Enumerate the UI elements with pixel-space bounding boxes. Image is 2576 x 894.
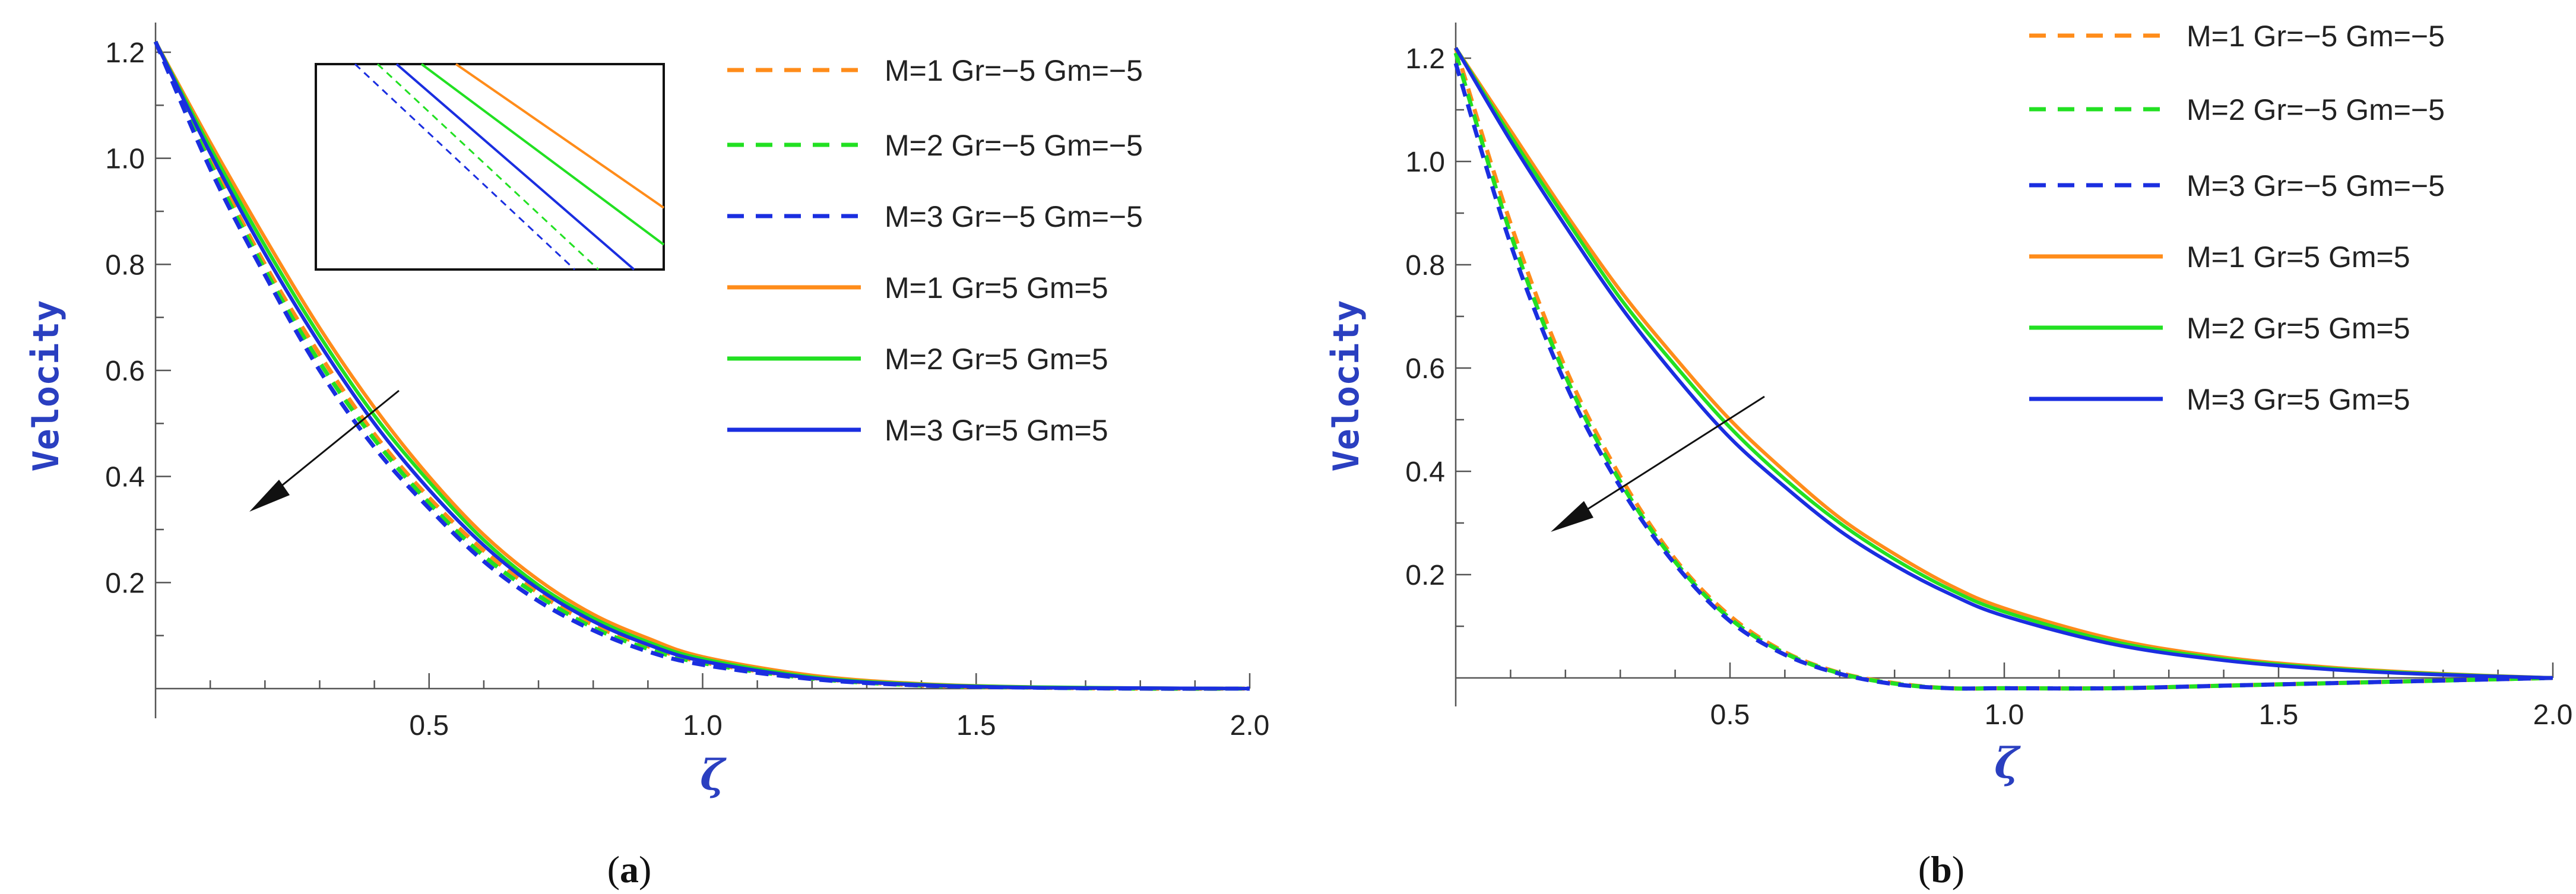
panel-a-series (153, 40, 1250, 691)
arrow-head (249, 480, 290, 512)
panel-b-caption: (b) (1918, 848, 1965, 890)
panel-a-y-tick-labels: 0.2 0.4 0.6 0.8 1.0 1.2 (105, 37, 145, 599)
y-tick-label: 1.2 (105, 37, 145, 69)
y-tick-label: 0.8 (105, 249, 145, 281)
panel-a-y-axis-label: Velocity (26, 300, 67, 472)
legend-label-a-6: M=3 Gr=5 Gm=5 (885, 414, 1108, 447)
inset-line-blue-dashed (354, 63, 576, 271)
panel-b-y-tick-labels: 0.2 0.4 0.6 0.8 1.0 1.2 (1405, 43, 1445, 591)
panel-b-arrow (1551, 395, 1765, 532)
series-line-a-6 (154, 40, 1250, 690)
inset-line-green-solid (420, 63, 665, 246)
panel-b-x-tick-labels: 0.5 1.0 1.5 2.0 (1710, 699, 2573, 731)
panel-a-legend: M=1 Gr=−5 Gm=−5 M=2 Gr=−5 Gm=−5 M=3 Gr=−… (727, 54, 1143, 447)
arrow-shaft (267, 389, 400, 499)
panel-a-arrow (249, 389, 400, 512)
y-tick-label: 1.2 (1405, 43, 1445, 75)
panel-b-x-axis-label: ζ (1994, 738, 2021, 788)
arrow-shaft (1577, 395, 1765, 516)
x-tick-label: 1.0 (683, 710, 723, 741)
panel-a-ticks (156, 51, 1251, 689)
y-tick-label: 0.8 (1405, 250, 1445, 281)
x-tick-label: 1.5 (956, 710, 996, 741)
panel-a: 0.2 0.4 0.6 0.8 1.0 1.2 0.5 1.0 1.5 2.0 Velocity… (26, 23, 1269, 890)
panel-b-series (1453, 46, 2553, 691)
series-line-b-5 (1454, 47, 2553, 680)
arrow-head (1551, 501, 1593, 532)
panel-a-caption: (a) (607, 848, 652, 890)
panel-a-x-axis-label: ζ (700, 750, 727, 800)
y-tick-label: 1.0 (1405, 147, 1445, 178)
x-tick-label: 1.0 (1985, 699, 2024, 731)
series-line-b-6 (1454, 47, 2553, 680)
series-line-b-1 (1453, 47, 2553, 691)
panel-a-inset (315, 63, 665, 271)
inset-line-orange-solid (455, 63, 665, 209)
legend-label-a-4: M=1 Gr=5 Gm=5 (885, 271, 1108, 305)
inset-line-green-dashed (376, 63, 600, 271)
legend-label-a-1: M=1 Gr=−5 Gm=−5 (885, 54, 1143, 87)
legend-label-a-3: M=3 Gr=−5 Gm=−5 (885, 200, 1143, 233)
series-line-b-3 (1453, 62, 2553, 691)
legend-label-b-5: M=2 Gr=5 Gm=5 (2187, 312, 2410, 345)
panel-b-legend: M=1 Gr=−5 Gm=−5 M=2 Gr=−5 Gm=−5 M=3 Gr=−… (2029, 20, 2445, 416)
legend-label-a-2: M=2 Gr=−5 Gm=−5 (885, 129, 1143, 162)
panel-b-ticks (1456, 57, 2554, 678)
x-tick-label: 1.5 (2259, 699, 2299, 731)
x-tick-label: 2.0 (2533, 699, 2573, 731)
legend-label-b-1: M=1 Gr=−5 Gm=−5 (2187, 20, 2445, 53)
y-tick-label: 0.6 (1405, 353, 1445, 385)
inset-frame (315, 63, 665, 271)
panel-b-y-axis-label: Velocity (1326, 300, 1367, 472)
panel-b: 0.2 0.4 0.6 0.8 1.0 1.2 0.5 1.0 1.5 2.0 Velocity… (1326, 20, 2572, 890)
y-tick-label: 0.2 (105, 568, 145, 599)
x-tick-label: 0.5 (1710, 699, 1750, 731)
x-tick-label: 2.0 (1230, 710, 1270, 741)
series-line-b-2 (1453, 52, 2553, 691)
y-tick-label: 1.0 (105, 144, 145, 175)
legend-label-b-2: M=2 Gr=−5 Gm=−5 (2187, 93, 2445, 126)
legend-label-a-5: M=2 Gr=5 Gm=5 (885, 343, 1108, 376)
inset-line-blue-solid (395, 63, 635, 271)
legend-label-b-6: M=3 Gr=5 Gm=5 (2187, 383, 2410, 416)
series-line-b-4 (1454, 46, 2553, 680)
x-tick-label: 0.5 (409, 710, 449, 741)
legend-label-b-4: M=1 Gr=5 Gm=5 (2187, 240, 2410, 274)
y-tick-label: 0.2 (1405, 560, 1445, 591)
panel-a-x-tick-labels: 0.5 1.0 1.5 2.0 (409, 710, 1269, 741)
y-tick-label: 0.4 (1405, 456, 1445, 488)
y-tick-label: 0.4 (105, 462, 145, 493)
y-tick-label: 0.6 (105, 356, 145, 387)
legend-label-b-3: M=3 Gr=−5 Gm=−5 (2187, 169, 2445, 202)
